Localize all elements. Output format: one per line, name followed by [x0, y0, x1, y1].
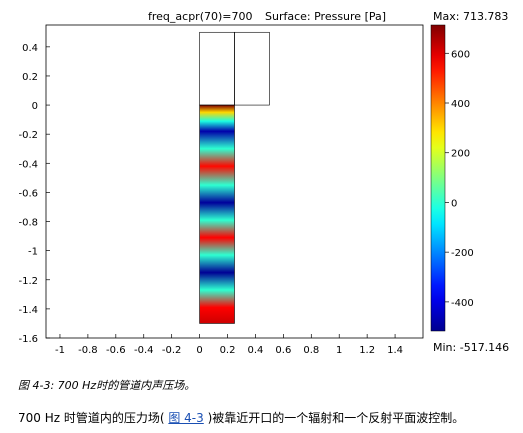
outline-box-2: [234, 31, 270, 106]
paragraph-text-before: 700 Hz 时管道内的压力场(: [18, 411, 169, 425]
y-axis: 0.4 0.2 0 -0.2 -0.4 -0.6 -0.8 -1 -1.2 -1.4 -1.6: [18, 43, 50, 345]
x-tick-label: 0: [196, 345, 202, 356]
x-tick-label: -1: [55, 345, 65, 356]
x-axis: -1 -0.8 -0.6 -0.4 -0.2 0 0.2 0.4 0.6 0.8 1 1.2 1.4: [55, 334, 403, 356]
y-tick-label: -0.6: [18, 188, 38, 199]
x-tick-label: -0.2: [162, 345, 182, 356]
x-tick-label: -0.4: [134, 345, 154, 356]
y-tick-label: 0.2: [22, 72, 38, 83]
x-tick-label: 0.6: [275, 345, 291, 356]
figure-caption: 图 4-3: 700 Hz时的管道内声压场。: [18, 379, 196, 392]
y-tick-label: -1: [28, 247, 38, 258]
colorbar-tick-label: 200: [451, 149, 470, 160]
y-tick-label: -1.4: [18, 305, 38, 316]
x-tick-label: -0.8: [78, 345, 98, 356]
x-tick-label: 0.4: [247, 345, 263, 356]
x-tick-label: 0.8: [303, 345, 319, 356]
y-tick-label: 0: [32, 101, 38, 112]
colorbar-tick-label: 0: [451, 198, 457, 209]
figure-title-left: freq_acpr(70)=700: [148, 10, 253, 23]
colorbar-min-label: Min: -517.146: [433, 341, 509, 354]
colorbar-tick-label: 400: [451, 99, 470, 110]
geometry: [199, 31, 270, 324]
colorbar: [430, 24, 446, 332]
pressure-figure: freq_acpr(70)=700 Surface: Pressure [Pa]…: [18, 10, 509, 356]
y-tick-label: -0.8: [18, 218, 38, 229]
y-tick-label: 0.4: [22, 43, 38, 54]
x-tick-label: 1.2: [359, 345, 375, 356]
y-tick-label: -0.4: [18, 159, 38, 170]
colorbar-tick-label: -200: [451, 248, 474, 259]
paragraph-text-after: )被靠近开口的一个辐射和一个反射平面波控制。: [207, 411, 465, 425]
y-tick-label: -0.2: [18, 130, 38, 141]
x-tick-label: -0.6: [106, 345, 126, 356]
x-tick-label: 0.2: [220, 345, 236, 356]
y-tick-label: -1.2: [18, 276, 38, 287]
colorbar-max-label: Max: 713.783: [433, 10, 508, 23]
colorbar-tick-label: 600: [451, 49, 470, 60]
figure-title-right: Surface: Pressure [Pa]: [265, 10, 386, 23]
pipe-pressure-field: [199, 104, 235, 324]
x-tick-label: 1: [336, 345, 342, 356]
colorbar-tick-label: -400: [451, 298, 474, 309]
x-tick-label: 1.4: [387, 345, 403, 356]
figure-reference-link[interactable]: 图 4-3: [168, 411, 204, 425]
body-paragraph: 700 Hz 时管道内的压力场( 图 4-3 )被靠近开口的一个辐射和一个反射平…: [18, 409, 464, 426]
y-tick-label: -1.6: [18, 334, 38, 345]
colorbar-ticks: 600 400 200 0 -200 -400: [445, 49, 474, 309]
